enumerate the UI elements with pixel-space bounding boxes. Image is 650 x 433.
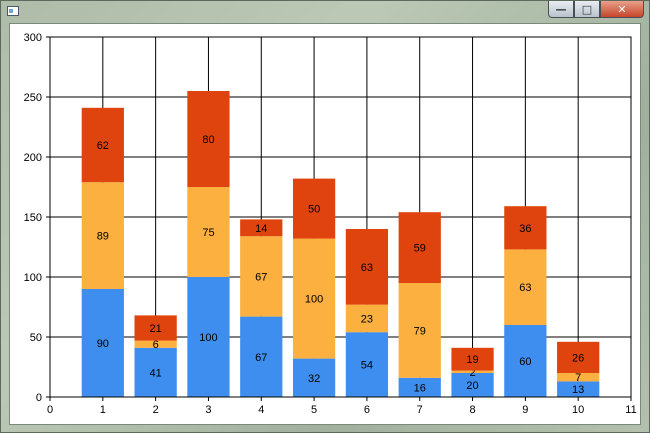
data-label: 90 bbox=[97, 338, 109, 350]
data-label: 20 bbox=[466, 380, 478, 392]
data-label: 54 bbox=[361, 360, 373, 372]
data-label: 60 bbox=[519, 356, 531, 368]
data-label: 100 bbox=[305, 294, 323, 306]
data-label: 26 bbox=[572, 352, 584, 364]
y-tick-label: 200 bbox=[24, 152, 42, 164]
data-label: 16 bbox=[414, 382, 426, 394]
data-label: 13 bbox=[572, 384, 584, 396]
stacked-bar-chart: 9089624162110075806767143210050542363167… bbox=[24, 32, 637, 416]
data-label: 21 bbox=[150, 323, 162, 335]
data-label: 36 bbox=[519, 223, 531, 235]
bar-segment bbox=[292, 358, 336, 397]
bar-segment bbox=[345, 229, 389, 305]
x-tick-label: 8 bbox=[469, 404, 475, 416]
data-label: 100 bbox=[199, 332, 217, 344]
data-label: 41 bbox=[150, 367, 162, 379]
y-tick-label: 150 bbox=[24, 212, 42, 224]
bar-segment bbox=[451, 347, 494, 371]
data-label: 63 bbox=[361, 262, 373, 274]
window-icon[interactable] bbox=[7, 6, 19, 16]
bar-segment bbox=[557, 373, 600, 382]
bar-segment bbox=[451, 370, 494, 373]
bar-segment bbox=[240, 316, 283, 397]
minimize-button[interactable]: — bbox=[548, 1, 574, 18]
x-tick-label: 4 bbox=[258, 404, 264, 416]
x-tick-label: 10 bbox=[572, 404, 584, 416]
y-tick-label: 100 bbox=[24, 272, 42, 284]
data-label: 23 bbox=[361, 313, 373, 325]
data-label: 67 bbox=[255, 352, 267, 364]
bar-segment bbox=[187, 91, 230, 187]
data-label: 19 bbox=[466, 354, 478, 366]
bar-segment bbox=[134, 347, 177, 397]
x-tick-label: 3 bbox=[205, 404, 211, 416]
data-label: 67 bbox=[255, 271, 267, 283]
title-bar[interactable]: — □ ✕ bbox=[1, 1, 649, 23]
bar-segment bbox=[504, 249, 547, 325]
close-button[interactable]: ✕ bbox=[600, 1, 644, 18]
bar-segment bbox=[292, 238, 336, 359]
bar-segment bbox=[345, 304, 389, 333]
x-tick-label: 5 bbox=[311, 404, 317, 416]
bar-segment bbox=[81, 289, 124, 397]
data-label: 7 bbox=[575, 372, 581, 384]
chart-area: 90 89 62 41 6 21 100 75 80 67 67 14 32 100 50 54 23 63 16 7… bbox=[9, 23, 641, 425]
x-tick-label: 0 bbox=[47, 404, 53, 416]
bar-segment bbox=[398, 377, 441, 397]
bar-segment bbox=[557, 381, 600, 397]
data-label: 79 bbox=[414, 325, 426, 337]
bar-segment bbox=[134, 340, 177, 348]
y-tick-label: 300 bbox=[24, 32, 42, 44]
data-label: 75 bbox=[202, 227, 214, 239]
x-tick-label: 9 bbox=[522, 404, 528, 416]
bar-segment bbox=[134, 315, 177, 341]
bar-segment bbox=[398, 283, 441, 378]
data-label: 2 bbox=[469, 367, 475, 379]
bar-segment bbox=[292, 178, 336, 239]
bar-segment bbox=[187, 187, 230, 277]
x-tick-label: 11 bbox=[625, 404, 636, 416]
bar-segment bbox=[187, 277, 230, 397]
data-label: 32 bbox=[308, 373, 320, 385]
data-label: 14 bbox=[255, 223, 267, 235]
data-label: 6 bbox=[153, 339, 159, 351]
data-label: 50 bbox=[308, 204, 320, 216]
x-tick-label: 1 bbox=[100, 404, 106, 416]
y-tick-label: 0 bbox=[36, 392, 42, 404]
data-label: 59 bbox=[414, 243, 426, 255]
bar-segment bbox=[345, 332, 389, 397]
bar-segment bbox=[81, 182, 124, 289]
x-tick-label: 6 bbox=[364, 404, 370, 416]
bar-segment bbox=[240, 236, 283, 317]
bar-segment bbox=[504, 206, 547, 250]
data-label: 89 bbox=[97, 231, 109, 243]
caption-buttons: — □ ✕ bbox=[548, 1, 644, 19]
bar-segment bbox=[240, 219, 283, 237]
x-tick-label: 7 bbox=[417, 404, 423, 416]
y-tick-label: 250 bbox=[24, 92, 42, 104]
bar-segment bbox=[81, 107, 124, 183]
data-label: 63 bbox=[519, 282, 531, 294]
bar-segment bbox=[557, 341, 600, 373]
data-label: 80 bbox=[202, 134, 214, 146]
bar-segment bbox=[398, 212, 441, 283]
bar-segment bbox=[451, 373, 494, 397]
bar-segment bbox=[504, 325, 547, 397]
x-tick-label: 2 bbox=[153, 404, 159, 416]
y-tick-label: 50 bbox=[30, 332, 42, 344]
data-label: 62 bbox=[97, 140, 109, 152]
maximize-button[interactable]: □ bbox=[574, 1, 600, 18]
